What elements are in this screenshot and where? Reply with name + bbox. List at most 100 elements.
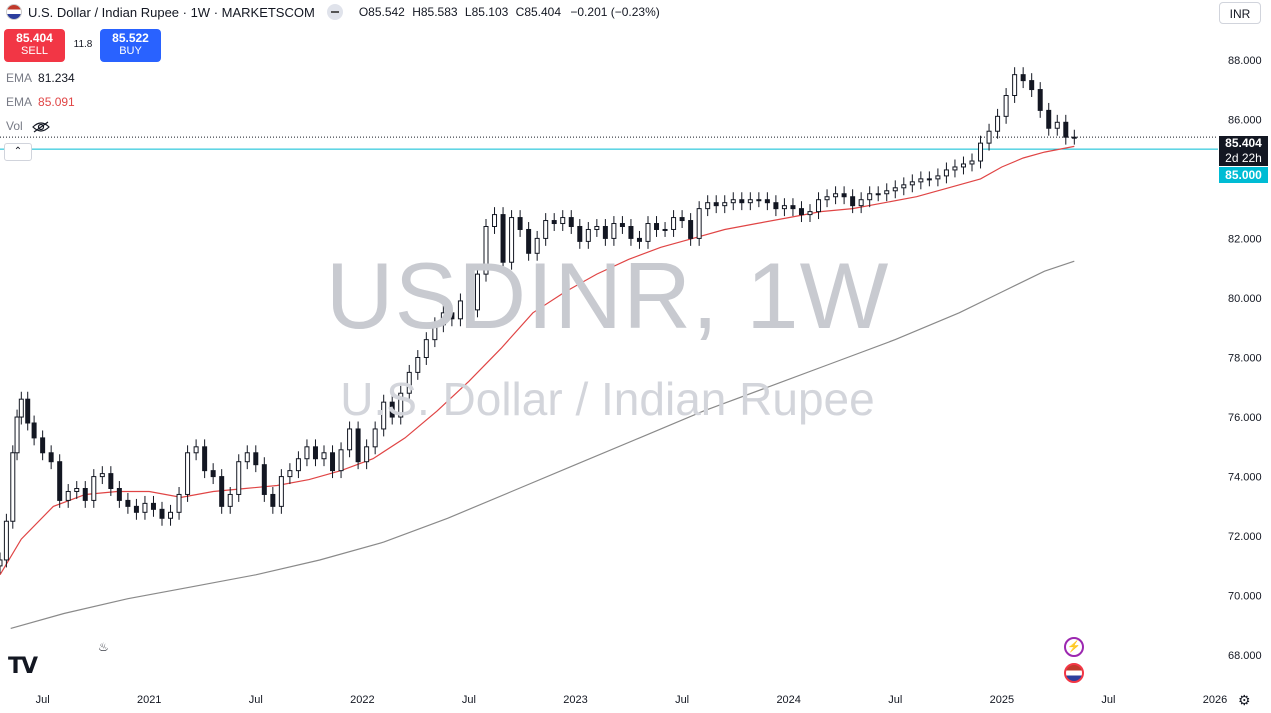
usd-inr-flag-icon — [6, 4, 22, 20]
candle-body — [10, 452, 16, 522]
y-tick-label: 76.000 — [1228, 412, 1262, 424]
volume-legend[interactable]: Vol — [6, 119, 50, 133]
candle-body — [833, 193, 839, 198]
y-tick-label: 70.000 — [1228, 591, 1262, 603]
us-flag-event-icon[interactable] — [1064, 663, 1084, 683]
candle-body — [142, 502, 148, 513]
candle-body — [261, 464, 267, 495]
candle-body — [781, 205, 787, 210]
candle-body — [116, 488, 122, 501]
x-tick-label: Jul — [1101, 694, 1115, 706]
lightning-icon[interactable]: ⚡ — [1064, 637, 1084, 657]
candle-body — [713, 202, 719, 207]
sell-button[interactable]: 85.404 SELL — [4, 29, 65, 62]
candle-body — [295, 458, 301, 472]
candle-body — [1071, 136, 1077, 139]
y-tick-label: 88.000 — [1228, 55, 1262, 67]
candle-body — [790, 205, 796, 210]
candle-body — [952, 166, 958, 171]
buy-label: BUY — [119, 45, 142, 57]
candle-body — [244, 452, 250, 463]
candle-body — [18, 398, 24, 418]
candle-body — [978, 142, 984, 162]
settings-gear-icon[interactable]: ⚙ — [1238, 692, 1251, 708]
candle-body — [943, 169, 949, 177]
candle-body — [534, 237, 540, 254]
y-tick-label: 68.000 — [1228, 650, 1262, 662]
candle-body — [619, 223, 625, 227]
candle-body — [14, 416, 20, 454]
symbol-title[interactable]: U.S. Dollar / Indian Rupee · 1W · MARKET… — [28, 4, 315, 20]
candle-body — [278, 476, 284, 507]
candle-body — [0, 559, 3, 567]
ema-slow-line — [10, 260, 1075, 629]
buy-button[interactable]: 85.522 BUY — [100, 29, 161, 62]
candle-body — [321, 452, 327, 460]
x-tick-label: 2021 — [137, 694, 161, 706]
ohlc-values: O85.542 H85.583 L85.103 C85.404 −0.201 (… — [358, 5, 660, 19]
candle-body — [1020, 74, 1026, 82]
candle-body — [841, 193, 847, 198]
candle-body — [65, 490, 71, 501]
candle-body — [773, 202, 779, 210]
candle-body — [415, 357, 421, 373]
candle-body — [150, 502, 156, 510]
collapse-indicators-button[interactable]: ⌃ — [4, 143, 32, 161]
candle-body — [398, 392, 404, 418]
candle-body — [347, 428, 353, 451]
candle-body — [671, 217, 677, 230]
sell-price: 85.404 — [16, 31, 53, 45]
candle-body — [176, 493, 182, 513]
ema-fast-legend[interactable]: EMA 85.091 — [6, 95, 75, 109]
candle-body — [372, 428, 378, 448]
chart-header: U.S. Dollar / Indian Rupee · 1W · MARKET… — [0, 0, 660, 24]
candle-body — [432, 324, 438, 341]
candle-body — [31, 422, 37, 439]
watermark-symbol: USDINR, 1W — [325, 243, 890, 348]
candle-body — [125, 499, 131, 507]
candle-body — [91, 476, 97, 501]
y-tick-label: 82.000 — [1228, 233, 1262, 245]
candle-body — [585, 228, 591, 242]
candle-body — [48, 452, 54, 463]
x-tick-label: 2024 — [776, 694, 800, 706]
currency-selector[interactable]: INR — [1219, 2, 1261, 24]
candle-body — [483, 226, 489, 275]
eye-hidden-icon[interactable] — [32, 121, 50, 133]
candle-body — [168, 511, 174, 519]
watermark-name: U.S. Dollar / Indian Rupee — [340, 373, 875, 425]
candle-body — [500, 214, 506, 263]
candle-body — [74, 488, 80, 492]
candle-body — [253, 452, 259, 466]
candle-body — [355, 428, 361, 463]
candle-body — [381, 401, 387, 430]
flame-icon[interactable]: ♨ — [98, 640, 109, 654]
candle-body — [816, 199, 822, 213]
candle-body — [202, 446, 208, 472]
candle-body — [1046, 109, 1052, 129]
x-tick-label: 2023 — [563, 694, 587, 706]
candle-body — [466, 300, 472, 311]
tradingview-logo[interactable]: TV — [8, 654, 38, 679]
last-price-label: 85.404 2d 22h — [1219, 136, 1268, 166]
candle-body — [1012, 74, 1018, 96]
collapse-legend-icon[interactable] — [326, 4, 343, 20]
candle-body — [492, 214, 498, 228]
candle-body — [995, 115, 1001, 132]
candle-body — [509, 217, 515, 263]
candle-body — [287, 470, 293, 478]
candle-body — [406, 371, 412, 394]
candle-body — [918, 178, 924, 183]
ema-slow-legend[interactable]: EMA 81.234 — [6, 71, 75, 85]
candle-body — [739, 199, 745, 204]
candle-body — [330, 452, 336, 472]
candle-body — [926, 178, 932, 181]
candle-body — [730, 199, 736, 204]
candle-body — [423, 339, 429, 358]
price-change: −0.201 (−0.23%) — [570, 5, 660, 19]
candle-body — [602, 226, 608, 239]
candle-body — [551, 220, 557, 225]
candle-body — [594, 226, 600, 230]
candle-body — [25, 398, 31, 424]
